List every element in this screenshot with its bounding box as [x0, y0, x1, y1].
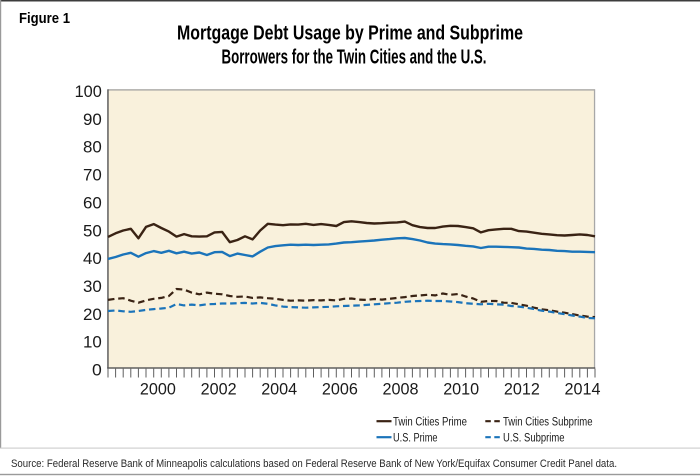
svg-text:0: 0	[92, 362, 102, 380]
svg-text:2012: 2012	[504, 380, 540, 398]
svg-text:80: 80	[83, 139, 102, 157]
svg-text:Figure 1: Figure 1	[19, 11, 70, 27]
svg-text:U.S. Prime: U.S. Prime	[393, 432, 438, 444]
svg-text:Borrowers for the Twin Cities: Borrowers for the Twin Cities and the U.…	[222, 47, 487, 69]
svg-text:100: 100	[75, 83, 102, 101]
svg-text:30: 30	[83, 278, 102, 296]
svg-text:20: 20	[83, 306, 102, 324]
svg-text:10: 10	[83, 334, 102, 352]
svg-text:90: 90	[83, 111, 102, 129]
svg-text:2000: 2000	[140, 380, 176, 398]
svg-text:Source: Federal Reserve Bank o: Source: Federal Reserve Bank of Minneapo…	[11, 458, 617, 470]
svg-text:Twin Cities Subprime: Twin Cities Subprime	[503, 416, 593, 428]
svg-text:60: 60	[83, 194, 102, 212]
svg-text:U.S. Subprime: U.S. Subprime	[503, 432, 565, 444]
svg-text:2010: 2010	[443, 380, 479, 398]
svg-text:2008: 2008	[383, 380, 419, 398]
svg-text:2002: 2002	[201, 380, 237, 398]
svg-text:40: 40	[83, 250, 102, 268]
svg-text:Twin Cities Prime: Twin Cities Prime	[393, 416, 467, 428]
svg-text:2006: 2006	[322, 380, 358, 398]
svg-text:70: 70	[83, 167, 102, 185]
svg-text:2004: 2004	[261, 380, 297, 398]
svg-text:2014: 2014	[565, 380, 601, 398]
svg-text:Mortgage Debt Usage by Prime a: Mortgage Debt Usage by Prime and Subprim…	[177, 23, 523, 45]
svg-text:50: 50	[83, 222, 102, 240]
